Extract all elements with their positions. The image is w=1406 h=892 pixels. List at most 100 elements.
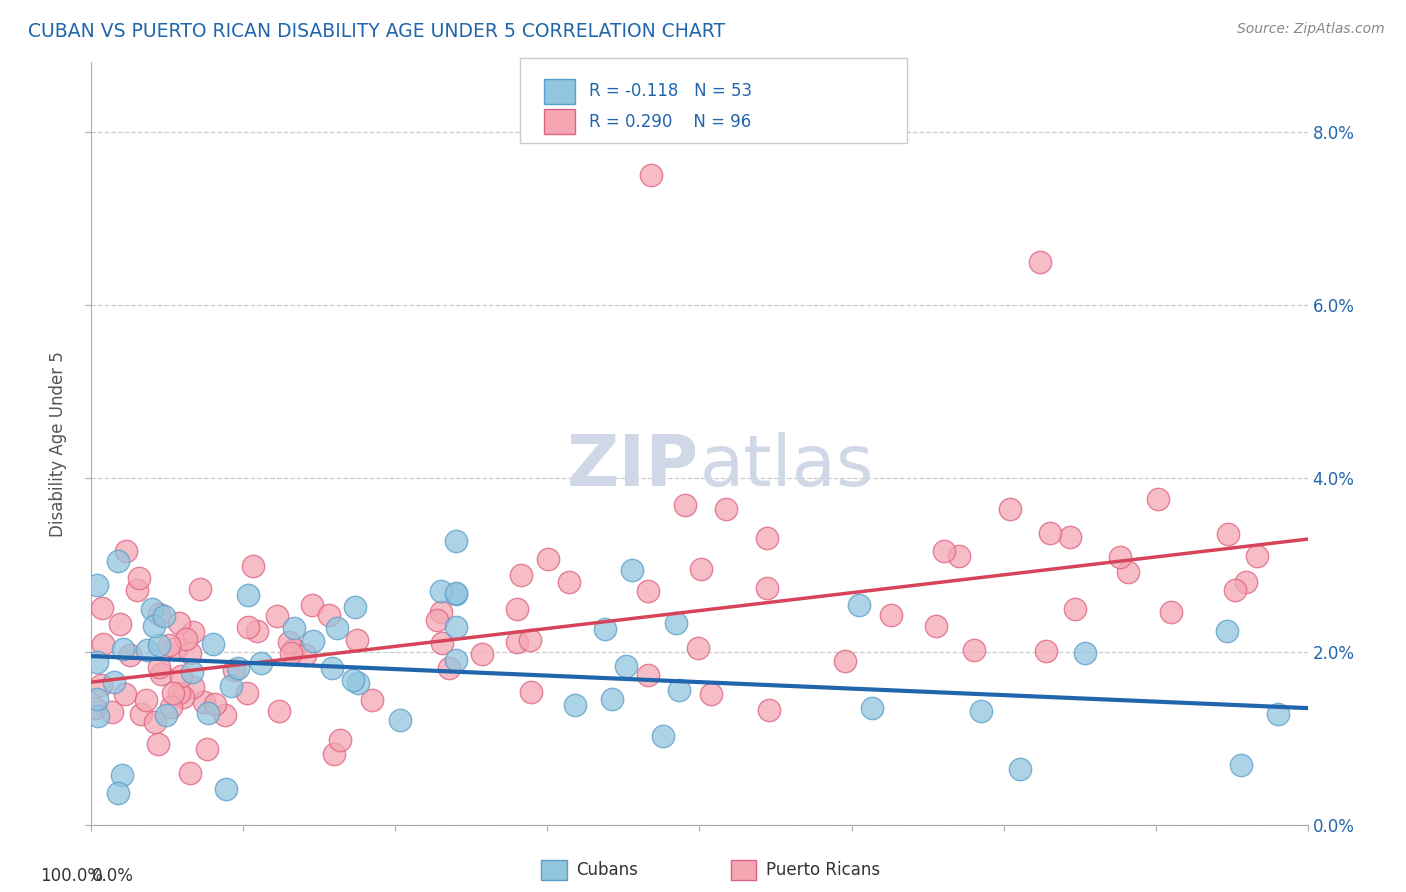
Point <box>321 661 343 675</box>
Point <box>155 707 177 722</box>
Point <box>266 608 288 623</box>
Point <box>1109 549 1132 564</box>
Point <box>616 659 638 673</box>
Point <box>934 543 956 558</box>
Point <box>101 705 124 719</box>
Point <box>1216 526 1239 541</box>
Point <box>600 692 623 706</box>
Point <box>277 635 299 649</box>
Point <box>322 747 344 761</box>
Point <box>91 600 114 615</box>
Point <box>346 632 368 647</box>
Point <box>167 615 190 630</box>
Point <box>267 705 290 719</box>
Point <box>142 619 165 633</box>
Point <box>236 588 259 602</box>
Point <box>1116 566 1139 580</box>
Point <box>188 582 211 596</box>
Point <box>1223 582 1246 597</box>
Point <box>118 648 141 663</box>
Point <box>880 607 903 622</box>
Point <box>430 605 453 619</box>
Point <box>135 692 157 706</box>
Point <box>226 661 249 675</box>
Point <box>197 706 219 720</box>
Y-axis label: Disability Age Under 5: Disability Age Under 5 <box>49 351 67 537</box>
Point <box>129 706 152 721</box>
Text: Cubans: Cubans <box>576 861 638 879</box>
Text: R = -0.118   N = 53: R = -0.118 N = 53 <box>589 82 752 100</box>
Text: ZIP: ZIP <box>567 432 699 501</box>
Point <box>437 661 460 675</box>
Point <box>181 680 204 694</box>
Point <box>1039 526 1062 541</box>
Point <box>688 640 710 655</box>
Point <box>146 737 169 751</box>
Point <box>1267 706 1289 721</box>
Point <box>219 679 242 693</box>
Point <box>537 552 560 566</box>
Point <box>963 643 986 657</box>
Point <box>595 623 617 637</box>
Point <box>162 686 184 700</box>
Point <box>326 622 349 636</box>
Text: 0.0%: 0.0% <box>91 867 134 885</box>
Point <box>193 695 215 709</box>
Point <box>204 697 226 711</box>
Point <box>1234 575 1257 590</box>
Point <box>444 587 467 601</box>
Point <box>344 600 367 615</box>
Point <box>201 637 224 651</box>
Point <box>948 549 970 563</box>
Point <box>294 648 316 662</box>
Point <box>389 713 412 727</box>
Point <box>250 657 273 671</box>
Text: Source: ZipAtlas.com: Source: ZipAtlas.com <box>1237 22 1385 37</box>
Point <box>86 691 108 706</box>
Point <box>214 707 236 722</box>
Point <box>107 554 129 568</box>
Point <box>181 625 204 640</box>
Point <box>86 577 108 591</box>
Point <box>283 621 305 635</box>
Point <box>280 646 302 660</box>
Point <box>148 659 170 673</box>
Point <box>115 543 138 558</box>
Point <box>758 703 780 717</box>
Point <box>103 675 125 690</box>
Point <box>91 637 114 651</box>
Point <box>651 729 673 743</box>
Point <box>1035 644 1057 658</box>
Point <box>236 620 259 634</box>
Point <box>848 598 870 612</box>
Point <box>84 701 107 715</box>
Point <box>150 667 173 681</box>
Point <box>430 636 453 650</box>
Point <box>673 499 696 513</box>
Point <box>998 502 1021 516</box>
Point <box>620 563 643 577</box>
Point <box>110 617 132 632</box>
Point <box>242 558 264 573</box>
Point <box>668 683 690 698</box>
Text: atlas: atlas <box>699 432 875 501</box>
Point <box>157 638 180 652</box>
Point <box>169 686 191 700</box>
Point <box>1059 530 1081 544</box>
Point <box>471 647 494 661</box>
Text: CUBAN VS PUERTO RICAN DISABILITY AGE UNDER 5 CORRELATION CHART: CUBAN VS PUERTO RICAN DISABILITY AGE UND… <box>28 22 725 41</box>
Text: R = 0.290    N = 96: R = 0.290 N = 96 <box>589 112 751 130</box>
Text: Puerto Ricans: Puerto Ricans <box>766 861 880 879</box>
Point <box>1246 549 1268 564</box>
Point <box>1216 624 1239 639</box>
Point <box>665 615 688 630</box>
Point <box>246 624 269 638</box>
Point <box>426 613 449 627</box>
Point <box>1010 763 1032 777</box>
Point <box>1074 646 1097 660</box>
Point <box>301 633 323 648</box>
Point <box>444 652 467 666</box>
Point <box>236 686 259 700</box>
Point <box>637 584 659 599</box>
Point <box>860 701 883 715</box>
